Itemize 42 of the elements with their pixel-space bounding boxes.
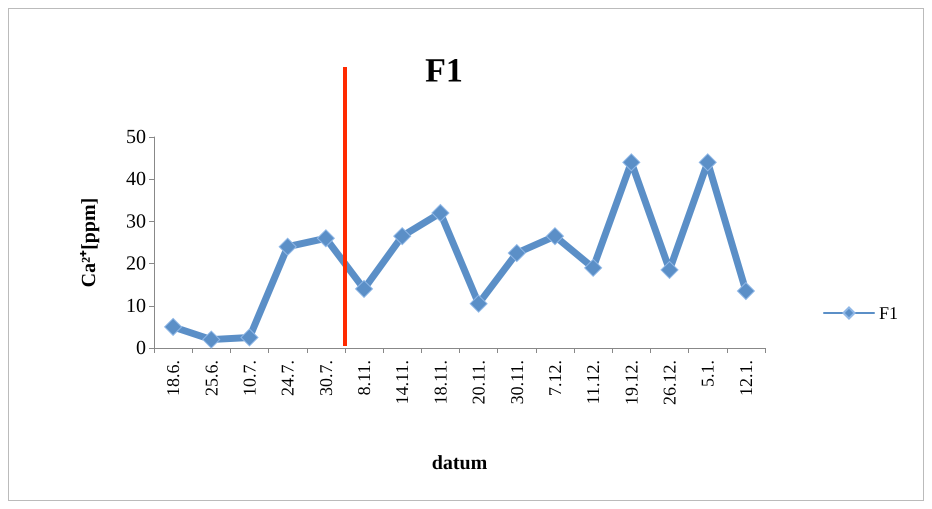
x-tick-label: 8.11. (354, 360, 374, 396)
x-tick-label: 14.11. (392, 360, 412, 404)
x-tick-label: 7.12. (544, 360, 565, 396)
x-tick-label: 18.11. (430, 360, 450, 404)
point (660, 260, 679, 279)
point (736, 282, 755, 300)
x-tick-label: 25.6. (201, 360, 222, 396)
point (240, 328, 258, 346)
y-tick-label: 0 (136, 337, 146, 359)
x-tick-label: 30.11. (506, 360, 527, 404)
point (431, 204, 450, 222)
x-tick-label: 5.1. (698, 360, 718, 387)
point (470, 294, 488, 313)
x-tick-label: 24.7. (278, 360, 298, 396)
point (278, 238, 297, 256)
y-tick-label: 30 (126, 210, 146, 232)
point (316, 229, 335, 248)
x-tick-label: 11.12. (583, 360, 604, 404)
x-tick-label: 18.6. (163, 360, 184, 396)
x-tick-label: 10.7. (239, 360, 260, 396)
x-tick-label: 12.1. (736, 360, 756, 396)
point (698, 153, 717, 172)
x-tick-label: 26.12. (660, 360, 680, 405)
x-tick-label: 20.11. (468, 360, 489, 404)
y-tick-label: 10 (126, 294, 146, 317)
legend-label: F1 (878, 303, 898, 323)
point (546, 227, 564, 246)
point (622, 153, 640, 172)
y-tick-label: 40 (126, 168, 146, 190)
y-tick-label: 20 (126, 252, 146, 275)
x-axis-title: datum (432, 452, 488, 474)
y-axis-title: Ca²⁺[ppm] (78, 198, 100, 288)
point (393, 227, 412, 246)
point (164, 318, 182, 336)
point (508, 244, 526, 262)
point (584, 258, 602, 277)
x-tick-label: 19.12. (621, 360, 642, 405)
chart-title: F1 (425, 52, 463, 90)
point (355, 280, 374, 298)
x-tick-label: 30.7. (316, 360, 336, 396)
point (202, 330, 220, 349)
y-tick-label: 50 (126, 126, 146, 148)
